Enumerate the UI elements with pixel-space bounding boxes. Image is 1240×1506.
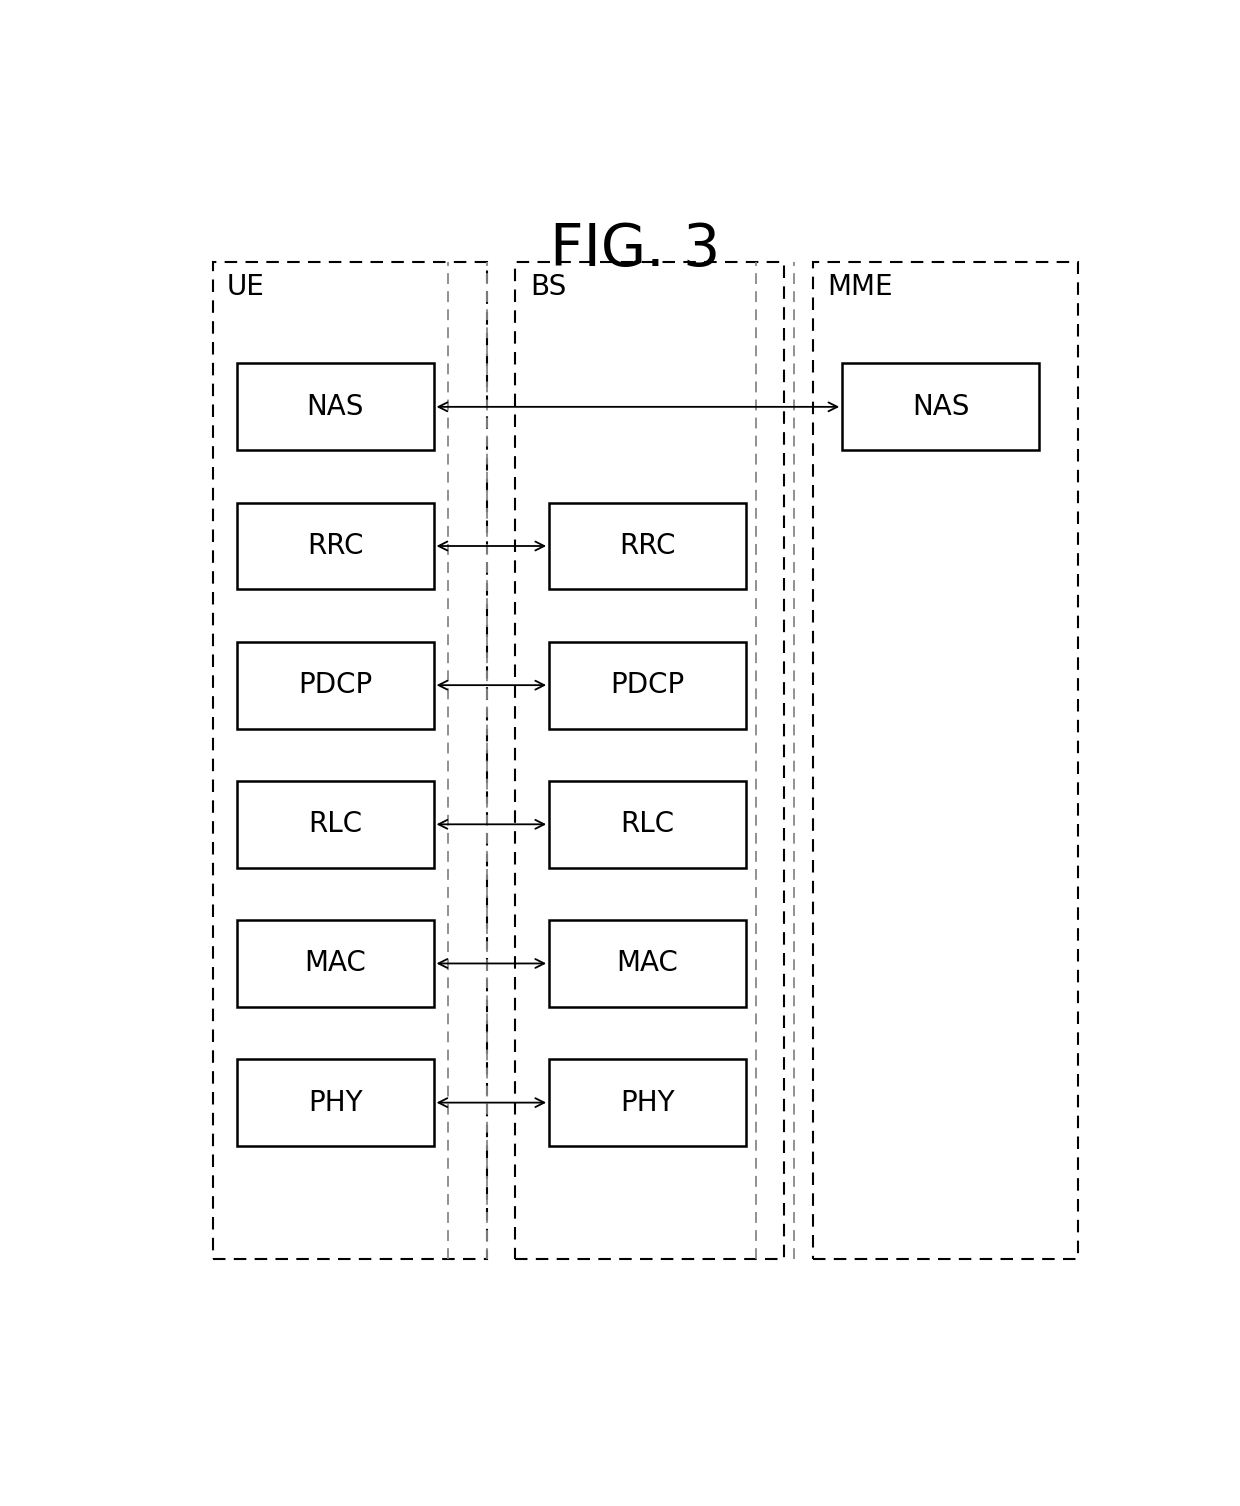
Text: PDCP: PDCP (298, 672, 372, 699)
Bar (516, 262, 785, 1259)
Text: MAC: MAC (616, 949, 678, 977)
Text: RLC: RLC (620, 810, 675, 839)
Text: NAS: NAS (911, 393, 970, 420)
Text: PHY: PHY (620, 1089, 675, 1116)
Text: PDCP: PDCP (610, 672, 684, 699)
Text: RLC: RLC (308, 810, 362, 839)
Bar (549, 1059, 746, 1146)
Text: NAS: NAS (306, 393, 363, 420)
Bar (237, 503, 434, 589)
Text: RRC: RRC (619, 532, 676, 560)
Bar (237, 642, 434, 729)
Text: PHY: PHY (308, 1089, 362, 1116)
Text: UE: UE (227, 274, 265, 301)
Bar (549, 780, 746, 867)
Bar (842, 363, 1039, 450)
Bar (237, 363, 434, 450)
Text: MME: MME (828, 274, 893, 301)
Bar (549, 503, 746, 589)
Text: BS: BS (529, 274, 565, 301)
Text: MAC: MAC (304, 949, 366, 977)
Bar (213, 262, 486, 1259)
Bar (237, 920, 434, 1008)
Bar (549, 642, 746, 729)
Bar (237, 1059, 434, 1146)
Bar (813, 262, 1078, 1259)
Text: RRC: RRC (308, 532, 363, 560)
Bar (237, 780, 434, 867)
Bar (549, 920, 746, 1008)
Text: FIG. 3: FIG. 3 (551, 221, 720, 279)
